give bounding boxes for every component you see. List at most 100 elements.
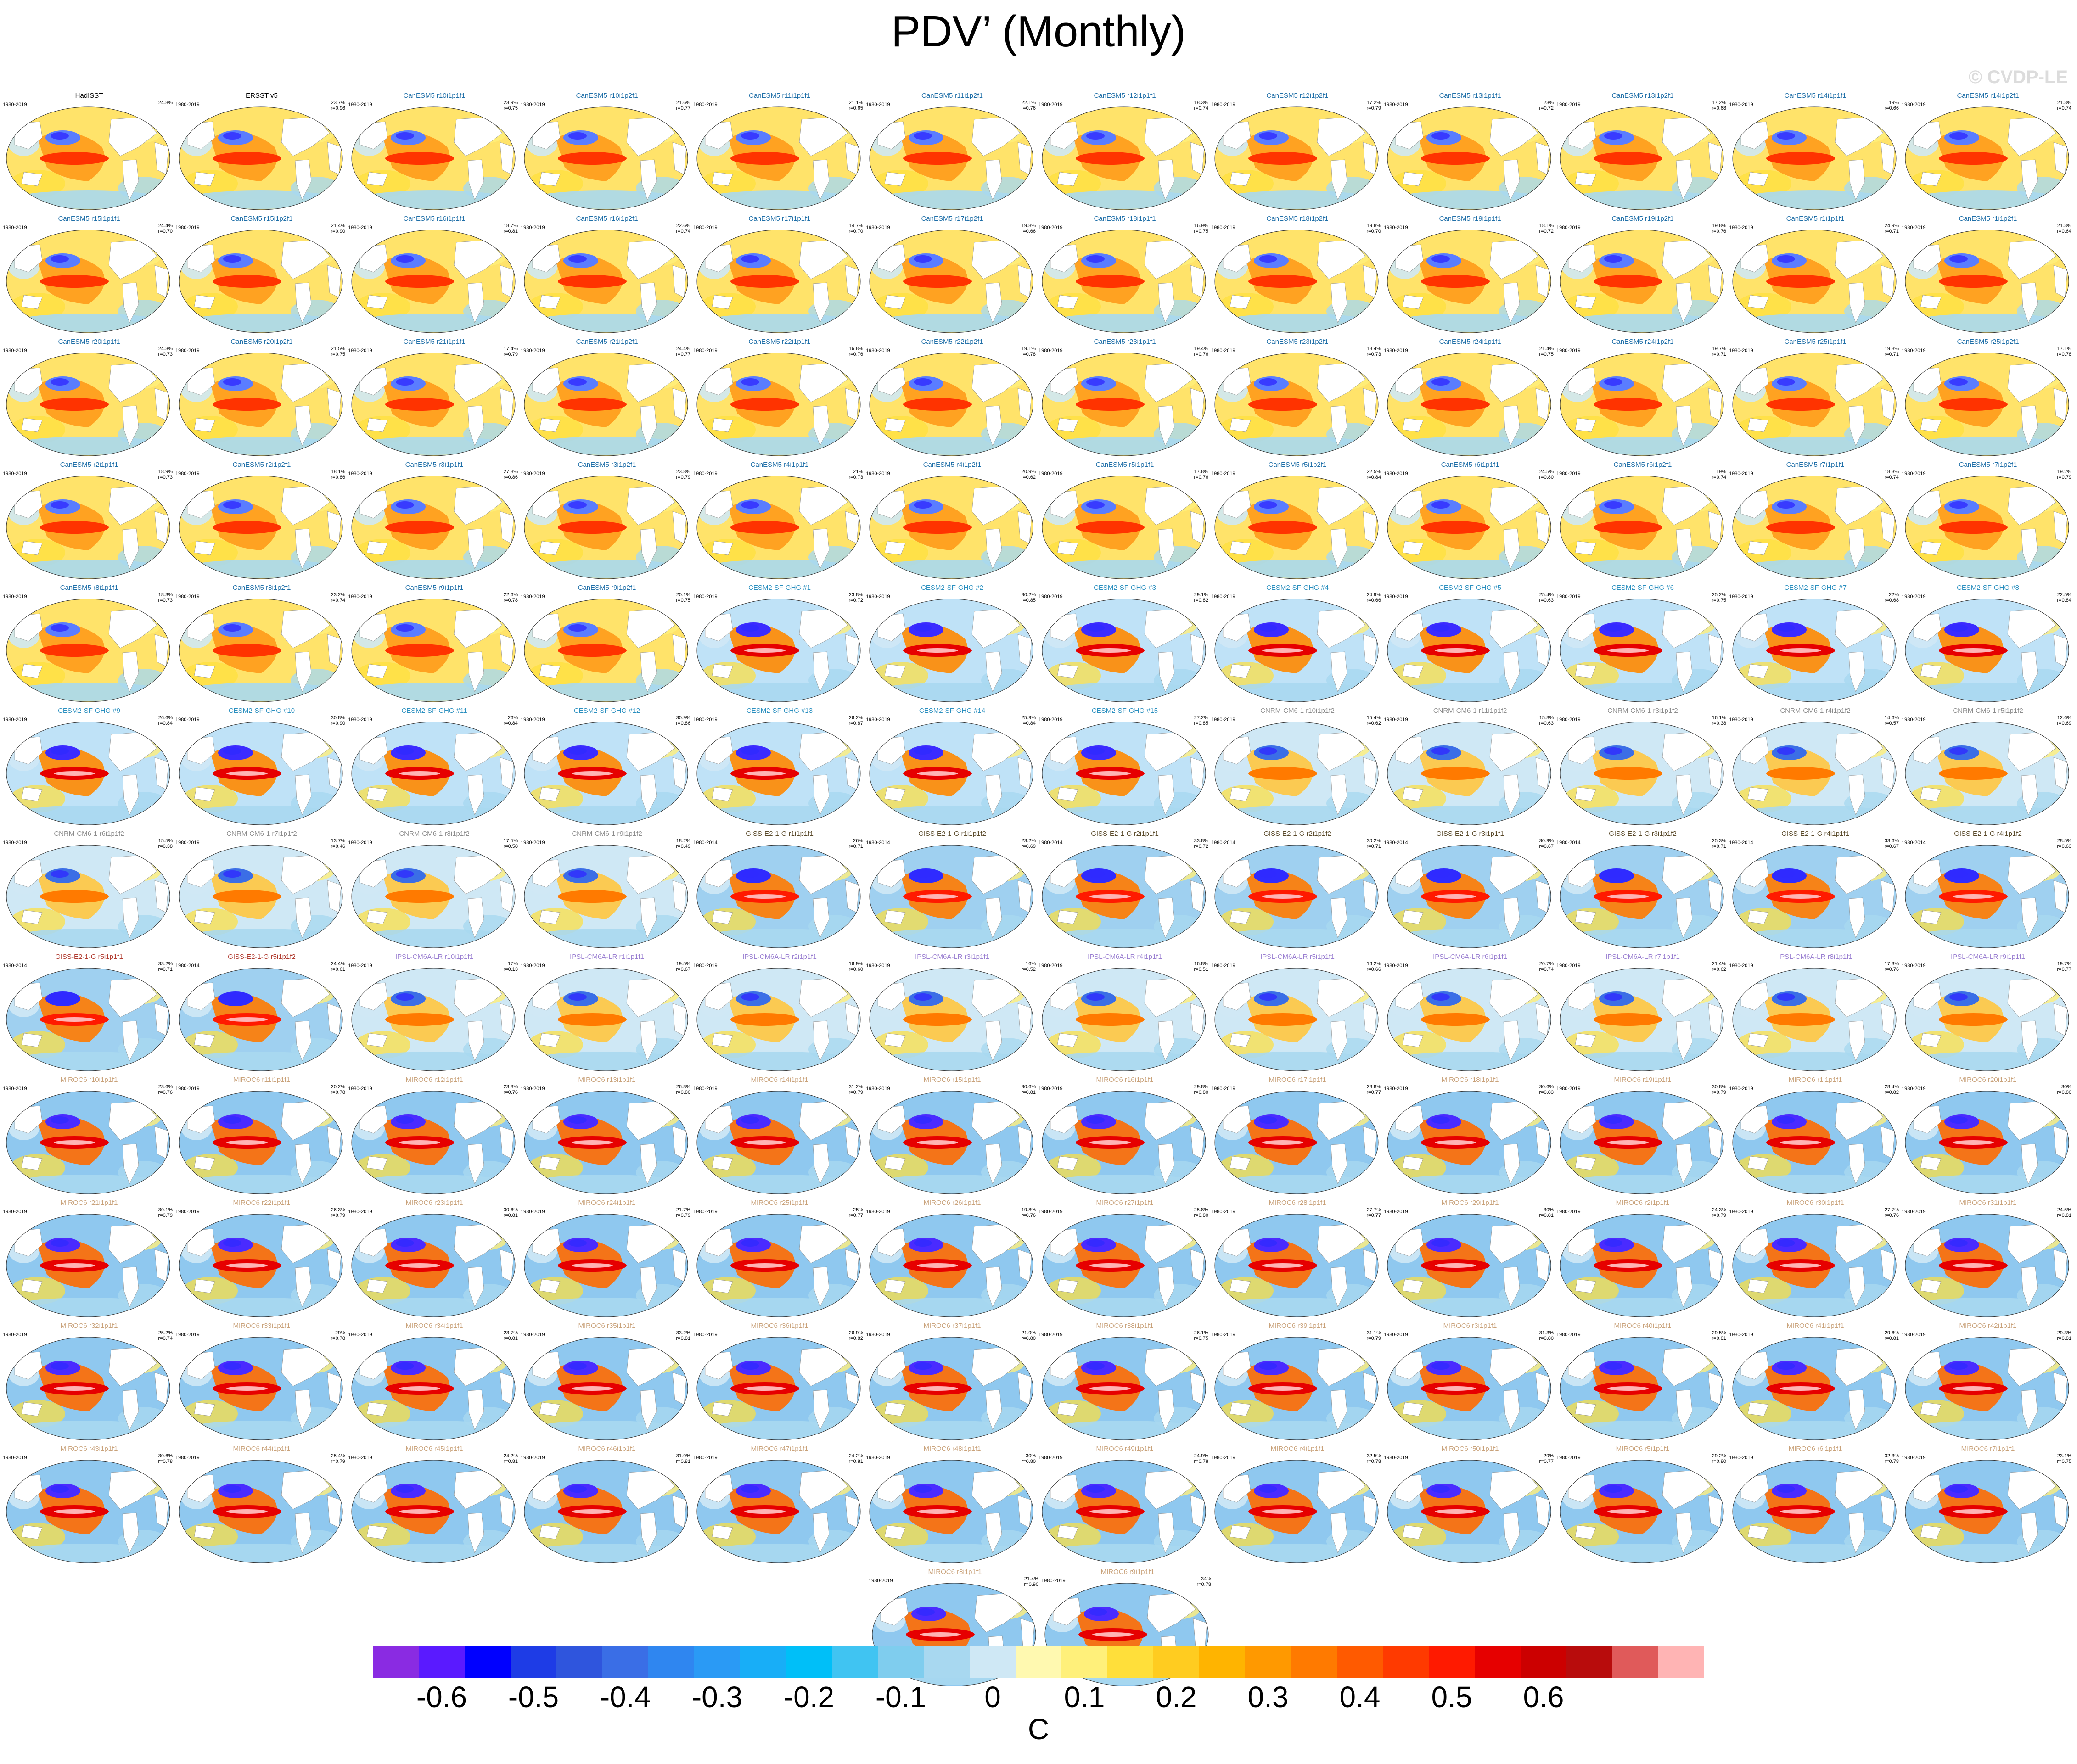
- map-panel: IPSL-CM6A-LR r6i1p1f1 1980-2019 20.7% r=0.7…: [1383, 953, 1555, 1076]
- panel-title: CanESM5 r11i1p1f1: [749, 92, 810, 100]
- map-panel: CNRM-CM6-1 r8i1p1f2 1980-2019 17.5% r=0.58: [347, 830, 520, 953]
- sst-pattern-map: [6, 353, 170, 456]
- panel-variance-pct: 21.3%: [2057, 223, 2071, 229]
- panel-pattern-corr: r=0.78: [331, 1090, 346, 1096]
- panel-pattern-corr: r=0.75: [331, 352, 346, 358]
- panel-pattern-corr: r=0.80: [1194, 1090, 1209, 1096]
- sst-pattern-map: [1214, 1460, 1379, 1563]
- sst-pattern-map: [1560, 1091, 1724, 1194]
- panel-years: 1980-2014: [1556, 840, 1581, 846]
- panel-stats: 33.2% r=0.71: [158, 961, 173, 972]
- panel-title: CESM2-SF-GHG #14: [919, 707, 986, 715]
- sst-pattern-map: [696, 845, 861, 948]
- panel-years: 1980-2019: [693, 102, 718, 107]
- panel-title: MIROC6 r30i1p1f1: [1786, 1199, 1844, 1207]
- panel-pattern-corr: r=0.77: [848, 1213, 864, 1219]
- map-panel: CanESM5 r1i1p1f1 1980-2019 24.9% r=0.71: [1728, 215, 1901, 338]
- panel-years: 1980-2019: [1556, 1332, 1581, 1338]
- panel-pattern-corr: r=0.78: [2057, 352, 2072, 358]
- panel-title: MIROC6 r46i1p1f1: [578, 1445, 636, 1453]
- panel-pattern-corr: r=0.82: [1884, 1090, 1899, 1096]
- panel-variance-pct: 23.8%: [676, 469, 690, 475]
- map-panel: MIROC6 r39i1p1f1 1980-2019 31.1% r=0.79: [1210, 1322, 1383, 1445]
- panel-title: GISS-E2-1-G r5i1p1f2: [228, 953, 296, 961]
- map-panel: CanESM5 r22i1p1f1 1980-2019 16.8% r=0.76: [692, 338, 865, 461]
- panel-years: 1980-2019: [1038, 471, 1063, 476]
- sst-pattern-map: [869, 1214, 1033, 1317]
- panel-variance-pct: 26.9%: [848, 1330, 863, 1336]
- panel-variance-pct: 19.8%: [1712, 223, 1726, 229]
- panel-title: CanESM5 r24i1p1f1: [1439, 338, 1501, 346]
- panel-pattern-corr: r=0.81: [2057, 1336, 2072, 1342]
- panel-stats: 19% r=0.74: [1712, 469, 1727, 480]
- panel-pattern-corr: r=0.70: [848, 229, 864, 235]
- sst-pattern-map: [1732, 476, 1897, 579]
- sst-pattern-map: [524, 353, 688, 456]
- panel-stats: 23.8% r=0.76: [504, 1084, 518, 1095]
- panel-variance-pct: 23.9%: [503, 100, 518, 106]
- panel-title: CESM2-SF-GHG #9: [58, 707, 120, 715]
- panel-variance-pct: 17.2%: [1366, 100, 1381, 106]
- panel-stats: 19.8% r=0.76: [1712, 223, 1727, 234]
- panel-variance-pct: 26.1%: [1194, 1330, 1208, 1336]
- panel-years: 1980-2019: [3, 1332, 27, 1338]
- colorbar-cell: [1658, 1646, 1704, 1678]
- panel-stats: 25.8% r=0.80: [1194, 1207, 1209, 1218]
- colorbar-tick-label: -0.3: [691, 1680, 743, 1714]
- map-panel: CanESM5 r16i1p2f1 1980-2019 22.6% r=0.74: [520, 215, 692, 338]
- colorbar-tick-labels: -0.6 -0.5 -0.4 -0.3 -0.2 -0.1 0 0.1 0.2 0.3 0.4 0.5…: [373, 1680, 1704, 1717]
- panel-title: MIROC6 r20i1p1f1: [1959, 1076, 2017, 1084]
- panel-pattern-corr: r=0.79: [503, 352, 518, 358]
- panel-title: MIROC6 r42i1p1f1: [1959, 1322, 2017, 1330]
- panel-variance-pct: 29.2%: [1712, 1453, 1726, 1459]
- panel-stats: 29.2% r=0.80: [1712, 1453, 1727, 1464]
- panel-stats: 33.8% r=0.72: [1194, 838, 1209, 849]
- panel-title: IPSL-CM6A-LR r2i1p1f1: [742, 953, 817, 961]
- panel-variance-pct: 18.1%: [331, 469, 345, 475]
- panel-title: CNRM-CM6-1 r6i1p1f2: [54, 830, 124, 838]
- map-panel: CanESM5 r3i1p2f1 1980-2019 23.8% r=0.79: [520, 461, 692, 584]
- panel-pattern-corr: r=0.65: [848, 106, 864, 112]
- colorbar-tick-label: -0.6: [416, 1680, 467, 1714]
- panel-title: MIROC6 r15i1p1f1: [923, 1076, 981, 1084]
- panel-stats: 33.2% r=0.81: [676, 1330, 691, 1341]
- panel-pattern-corr: r=0.13: [503, 967, 518, 973]
- panel-title: CNRM-CM6-1 r7i1p1f2: [226, 830, 297, 838]
- panel-stats: 30% r=0.80: [1022, 1453, 1036, 1464]
- panel-stats: 16.9% r=0.75: [1194, 223, 1209, 234]
- sst-pattern-map: [351, 106, 516, 210]
- sst-pattern-map: [1905, 968, 2069, 1071]
- panel-pattern-corr: r=0.75: [1194, 229, 1209, 235]
- map-panel: CanESM5 r14i1p1f1 1980-2019 19% r=0.66: [1728, 92, 1901, 215]
- panel-pattern-corr: r=0.70: [1366, 229, 1381, 235]
- panel-years: 1980-2019: [1384, 1455, 1408, 1461]
- sst-pattern-map: [869, 476, 1033, 579]
- sst-pattern-map: [179, 1337, 343, 1440]
- panel-stats: 24.9% r=0.66: [1367, 592, 1381, 603]
- panel-years: 1980-2019: [175, 717, 200, 722]
- sst-pattern-map: [1905, 722, 2069, 825]
- colorbar-cell: [1429, 1646, 1475, 1678]
- sst-pattern-map: [696, 353, 861, 456]
- panel-title: IPSL-CM6A-LR r3i1p1f1: [915, 953, 989, 961]
- panel-years: 1980-2019: [1038, 225, 1063, 230]
- panel-pattern-corr: r=0.76: [848, 352, 864, 358]
- panel-pattern-corr: r=0.61: [331, 967, 346, 973]
- panel-stats: 27.7% r=0.76: [1885, 1207, 1899, 1218]
- map-panel: CanESM5 r18i1p1f1 1980-2019 16.9% r=0.75: [1038, 215, 1210, 338]
- panel-pattern-corr: r=0.78: [1884, 1459, 1899, 1465]
- panel-years: 1980-2019: [3, 594, 27, 599]
- panel-variance-pct: 28.4%: [1884, 1084, 1899, 1090]
- panel-stats: 19.1% r=0.78: [1022, 346, 1036, 357]
- panel-years: 1980-2019: [693, 1209, 718, 1215]
- panel-variance-pct: 19.8%: [1021, 223, 1036, 229]
- panel-pattern-corr: r=0.79: [1712, 1213, 1727, 1219]
- panel-years: 1980-2019: [3, 717, 27, 722]
- sst-pattern-map: [6, 968, 170, 1071]
- panel-stats: 25.2% r=0.75: [1712, 592, 1727, 603]
- panel-variance-pct: 32.3%: [1884, 1453, 1899, 1459]
- panel-stats: 26.6% r=0.84: [158, 715, 173, 726]
- sst-pattern-map: [179, 476, 343, 579]
- panel-title: CanESM5 r15i1p1f1: [58, 215, 120, 223]
- panel-years: 1980-2019: [175, 1455, 200, 1461]
